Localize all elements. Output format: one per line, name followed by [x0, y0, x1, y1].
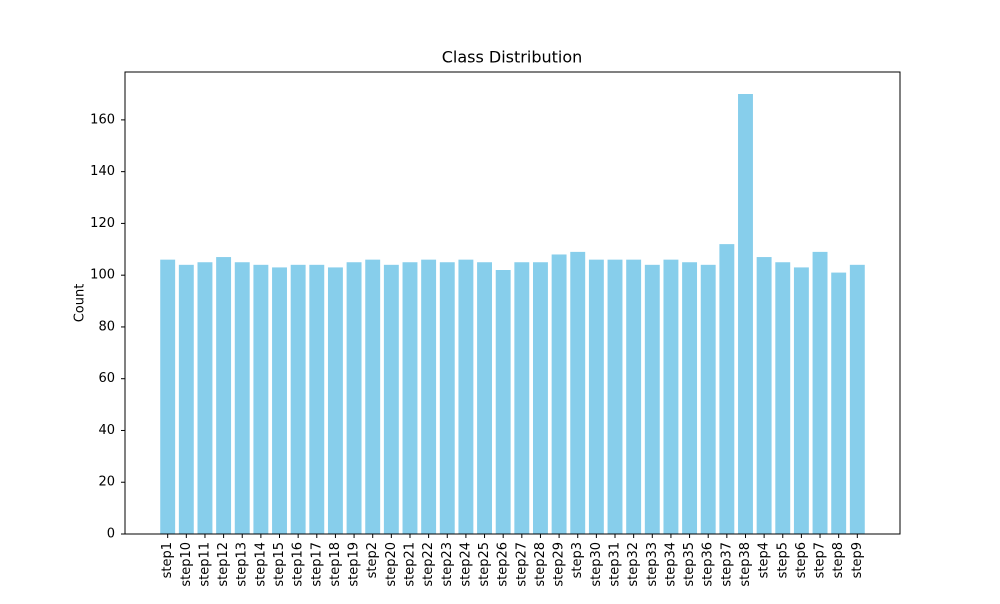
x-tick-label: step31	[608, 542, 623, 587]
x-tick-label: step5	[775, 542, 790, 578]
bar	[495, 270, 511, 534]
y-tick-label: 140	[90, 164, 115, 179]
bar	[588, 259, 604, 534]
bar	[533, 262, 548, 534]
bar	[756, 257, 772, 534]
bar	[738, 94, 753, 534]
bar	[663, 259, 679, 534]
bar	[812, 251, 828, 534]
chart-title: Class Distribution	[442, 48, 583, 67]
x-tick-label: step6	[794, 542, 809, 578]
x-tick-label: step30	[589, 542, 604, 587]
bar	[421, 259, 437, 534]
x-tick-label: step3	[570, 542, 585, 578]
x-tick-label: step22	[421, 542, 436, 587]
x-tick-label: step37	[719, 542, 734, 587]
bar	[644, 264, 660, 534]
x-tick-label: step25	[477, 542, 492, 587]
y-tick-label: 100	[90, 268, 115, 283]
bar	[402, 262, 418, 534]
bar	[234, 262, 250, 534]
bar	[626, 259, 642, 534]
x-tick-label: step24	[458, 542, 473, 587]
bar	[458, 259, 474, 534]
bar	[346, 262, 362, 534]
bar	[607, 259, 623, 534]
bar	[793, 267, 809, 534]
x-tick-label: step20	[384, 542, 399, 587]
x-tick-label: step34	[663, 542, 678, 587]
bar	[365, 259, 381, 534]
bar	[682, 262, 698, 534]
plot-frame	[124, 71, 901, 535]
x-tick-label: step28	[533, 542, 548, 587]
bar	[514, 262, 530, 534]
x-tick-label: step29	[552, 542, 567, 587]
y-tick-label: 60	[98, 371, 115, 386]
x-tick-label: step33	[645, 542, 660, 587]
x-tick-label: step1	[160, 542, 175, 578]
x-tick-label: step8	[831, 542, 846, 578]
y-tick-label: 80	[98, 319, 115, 334]
y-tick-label: 160	[90, 112, 115, 127]
x-tick-label: step19	[347, 542, 362, 587]
bar	[831, 272, 847, 534]
x-tick-label: step18	[328, 542, 343, 587]
x-tick-label: step14	[253, 542, 268, 587]
x-tick-label: step35	[682, 542, 697, 587]
bar	[216, 257, 232, 534]
x-tick-label: step7	[813, 542, 828, 578]
x-tick-label: step26	[496, 542, 511, 587]
x-tick-label: step38	[738, 542, 753, 587]
bar	[290, 264, 306, 534]
x-tick-label: step21	[402, 542, 417, 587]
x-tick-label: step12	[216, 542, 231, 587]
x-tick-label: step11	[197, 542, 212, 587]
bar	[775, 262, 791, 534]
bar	[327, 267, 343, 534]
bar	[253, 264, 269, 534]
bar	[272, 267, 287, 534]
x-tick-label: step32	[626, 542, 641, 587]
x-tick-label: step4	[757, 542, 772, 578]
x-tick-label: step10	[179, 542, 194, 587]
x-tick-label: step17	[309, 542, 324, 587]
bar	[383, 264, 399, 534]
bar	[719, 244, 735, 534]
x-tick-label: step15	[272, 542, 287, 587]
y-tick-label: 40	[98, 423, 115, 438]
y-tick-label: 0	[107, 527, 115, 542]
bar	[160, 259, 176, 534]
bar	[309, 264, 325, 534]
y-axis-label: Count	[73, 284, 88, 323]
bar	[439, 262, 455, 534]
x-tick-label: step2	[365, 542, 380, 578]
bar	[197, 262, 213, 534]
y-tick-label: 20	[98, 475, 115, 490]
bar	[700, 264, 716, 534]
x-tick-label: step16	[291, 542, 306, 587]
x-tick-label: step13	[235, 542, 250, 587]
bar	[570, 251, 586, 534]
y-tick-label: 120	[90, 216, 115, 231]
bar	[849, 264, 865, 534]
bar	[477, 262, 492, 534]
x-tick-label: step27	[514, 542, 529, 587]
bar	[178, 264, 194, 534]
bar	[551, 254, 567, 534]
x-tick-label: step36	[701, 542, 716, 587]
x-tick-label: step9	[850, 542, 865, 578]
x-tick-label: step23	[440, 542, 455, 587]
